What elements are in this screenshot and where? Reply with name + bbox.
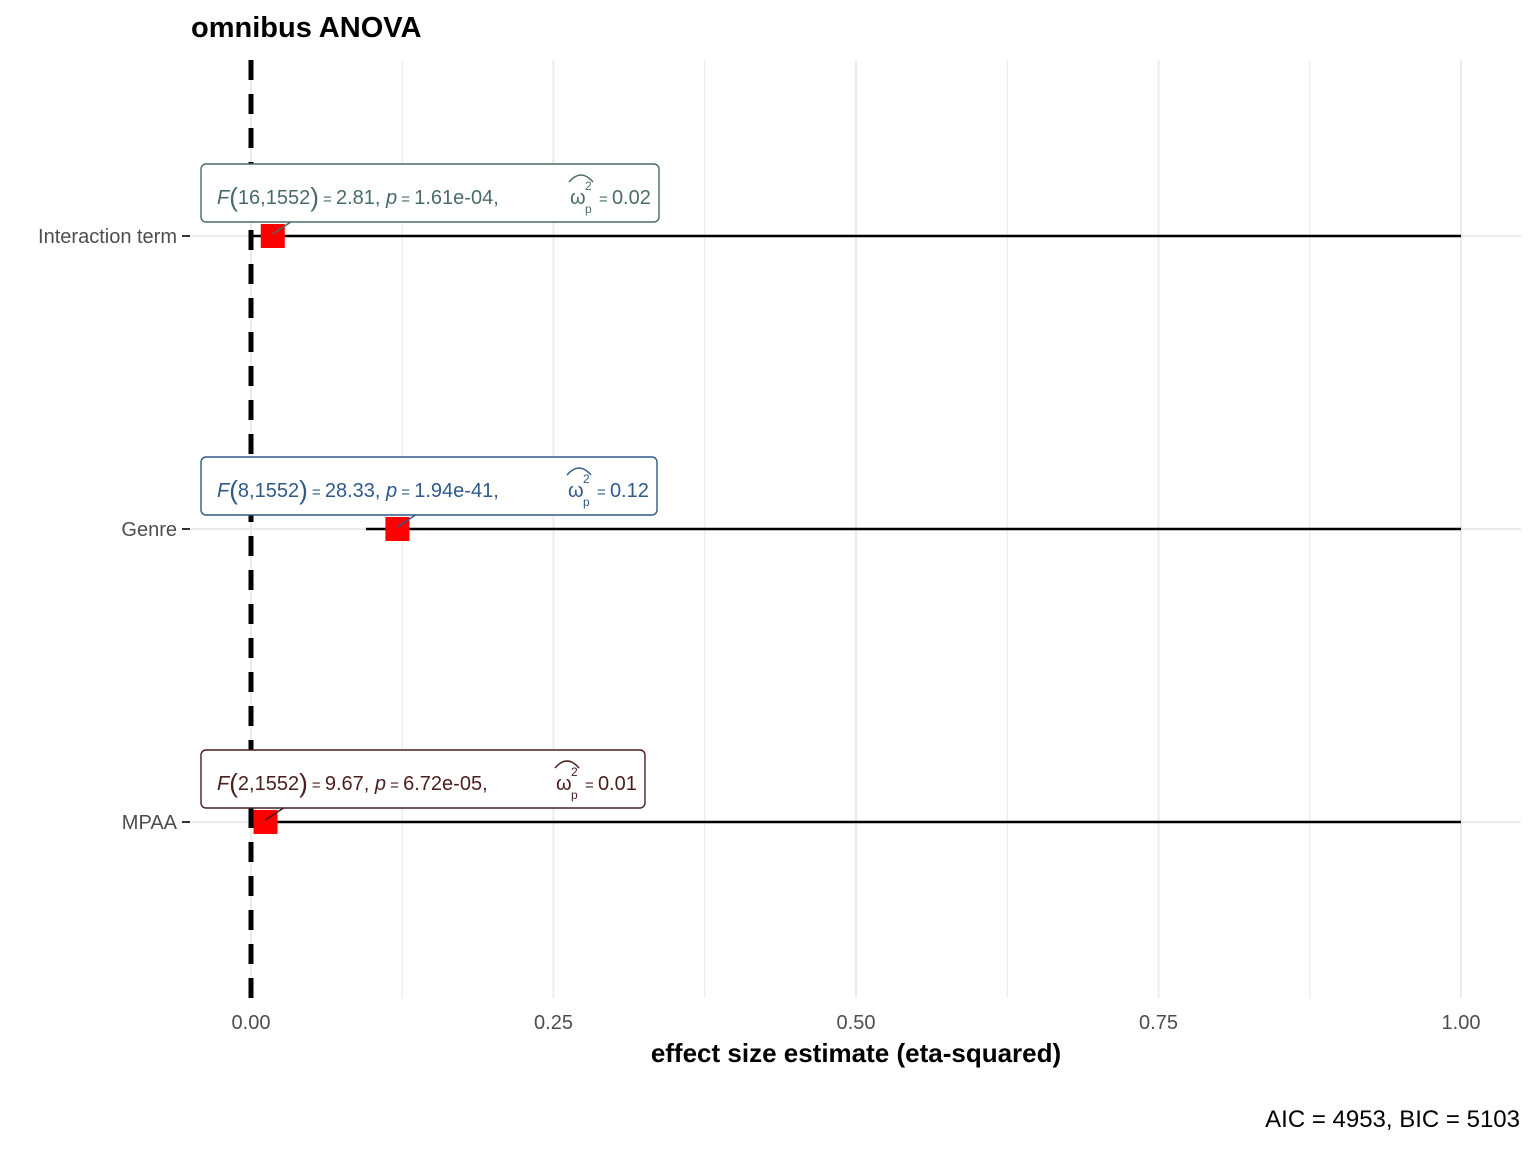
omega-subscript: p	[583, 495, 590, 509]
label-box	[200, 456, 658, 516]
omega-hat-icon	[568, 174, 594, 183]
x-tick-label: 0.25	[534, 1012, 573, 1034]
label-genre: F(8,1552) = 28.33, p = 1.94e-41, ω2 p = 0…	[200, 456, 658, 528]
x-tick-label: 0.75	[1139, 1012, 1178, 1034]
label-interaction-term: F(16,1552) = 2.81, p = 1.61e-04, ω2 p = 0…	[200, 163, 660, 235]
label-box	[200, 163, 660, 223]
label-mpaa: F(2,1552) = 9.67, p = 6.72e-05, ω2 p = 0.…	[200, 749, 646, 821]
y-tick-label: Interaction term	[38, 226, 177, 248]
effsize-value: = 0.12	[597, 480, 649, 502]
y-tick-label: MPAA	[122, 812, 178, 834]
omega-hat-icon	[566, 467, 592, 476]
omega-superscript: 2	[571, 765, 578, 779]
effsize-value: = 0.02	[599, 187, 651, 209]
label-leader-line	[272, 221, 292, 235]
x-axis: 0.00 0.25 0.50 0.75 1.00	[232, 1012, 1481, 1034]
omega-superscript: 2	[585, 179, 592, 193]
y-axis: Interaction term Genre MPAA	[38, 226, 190, 834]
chart-caption: AIC = 4953, BIC = 5103	[1265, 1106, 1520, 1133]
label-leader-line	[396, 514, 416, 528]
effsize-value: = 0.01	[585, 773, 637, 795]
label-text: F(16,1552) = 2.81, p = 1.61e-04,	[217, 182, 499, 212]
confidence-interval-layer	[251, 234, 1461, 824]
label-text: F(2,1552) = 9.67, p = 6.72e-05,	[217, 768, 488, 798]
x-tick-label: 0.00	[232, 1012, 271, 1034]
omega-subscript: p	[571, 788, 578, 802]
x-tick-label: 1.00	[1442, 1012, 1481, 1034]
y-tick-label: Genre	[121, 519, 177, 541]
chart-title: omnibus ANOVA	[191, 12, 421, 44]
label-text: F(8,1552) = 28.33, p = 1.94e-41,	[217, 475, 499, 505]
annotation-layer: F(16,1552) = 2.81, p = 1.61e-04, ω2p = 0…	[200, 163, 660, 821]
omega-symbol: ω	[568, 480, 584, 502]
omega-symbol: ω	[556, 773, 572, 795]
omega-symbol: ω	[570, 187, 586, 209]
omega-hat-icon	[554, 760, 580, 769]
omega-superscript: 2	[583, 472, 590, 486]
x-tick-label: 0.50	[837, 1012, 876, 1034]
label-leader-line	[265, 807, 284, 821]
omega-subscript: p	[585, 202, 592, 216]
label-box	[200, 749, 646, 809]
x-axis-title: effect size estimate (eta-squared)	[651, 1038, 1061, 1068]
